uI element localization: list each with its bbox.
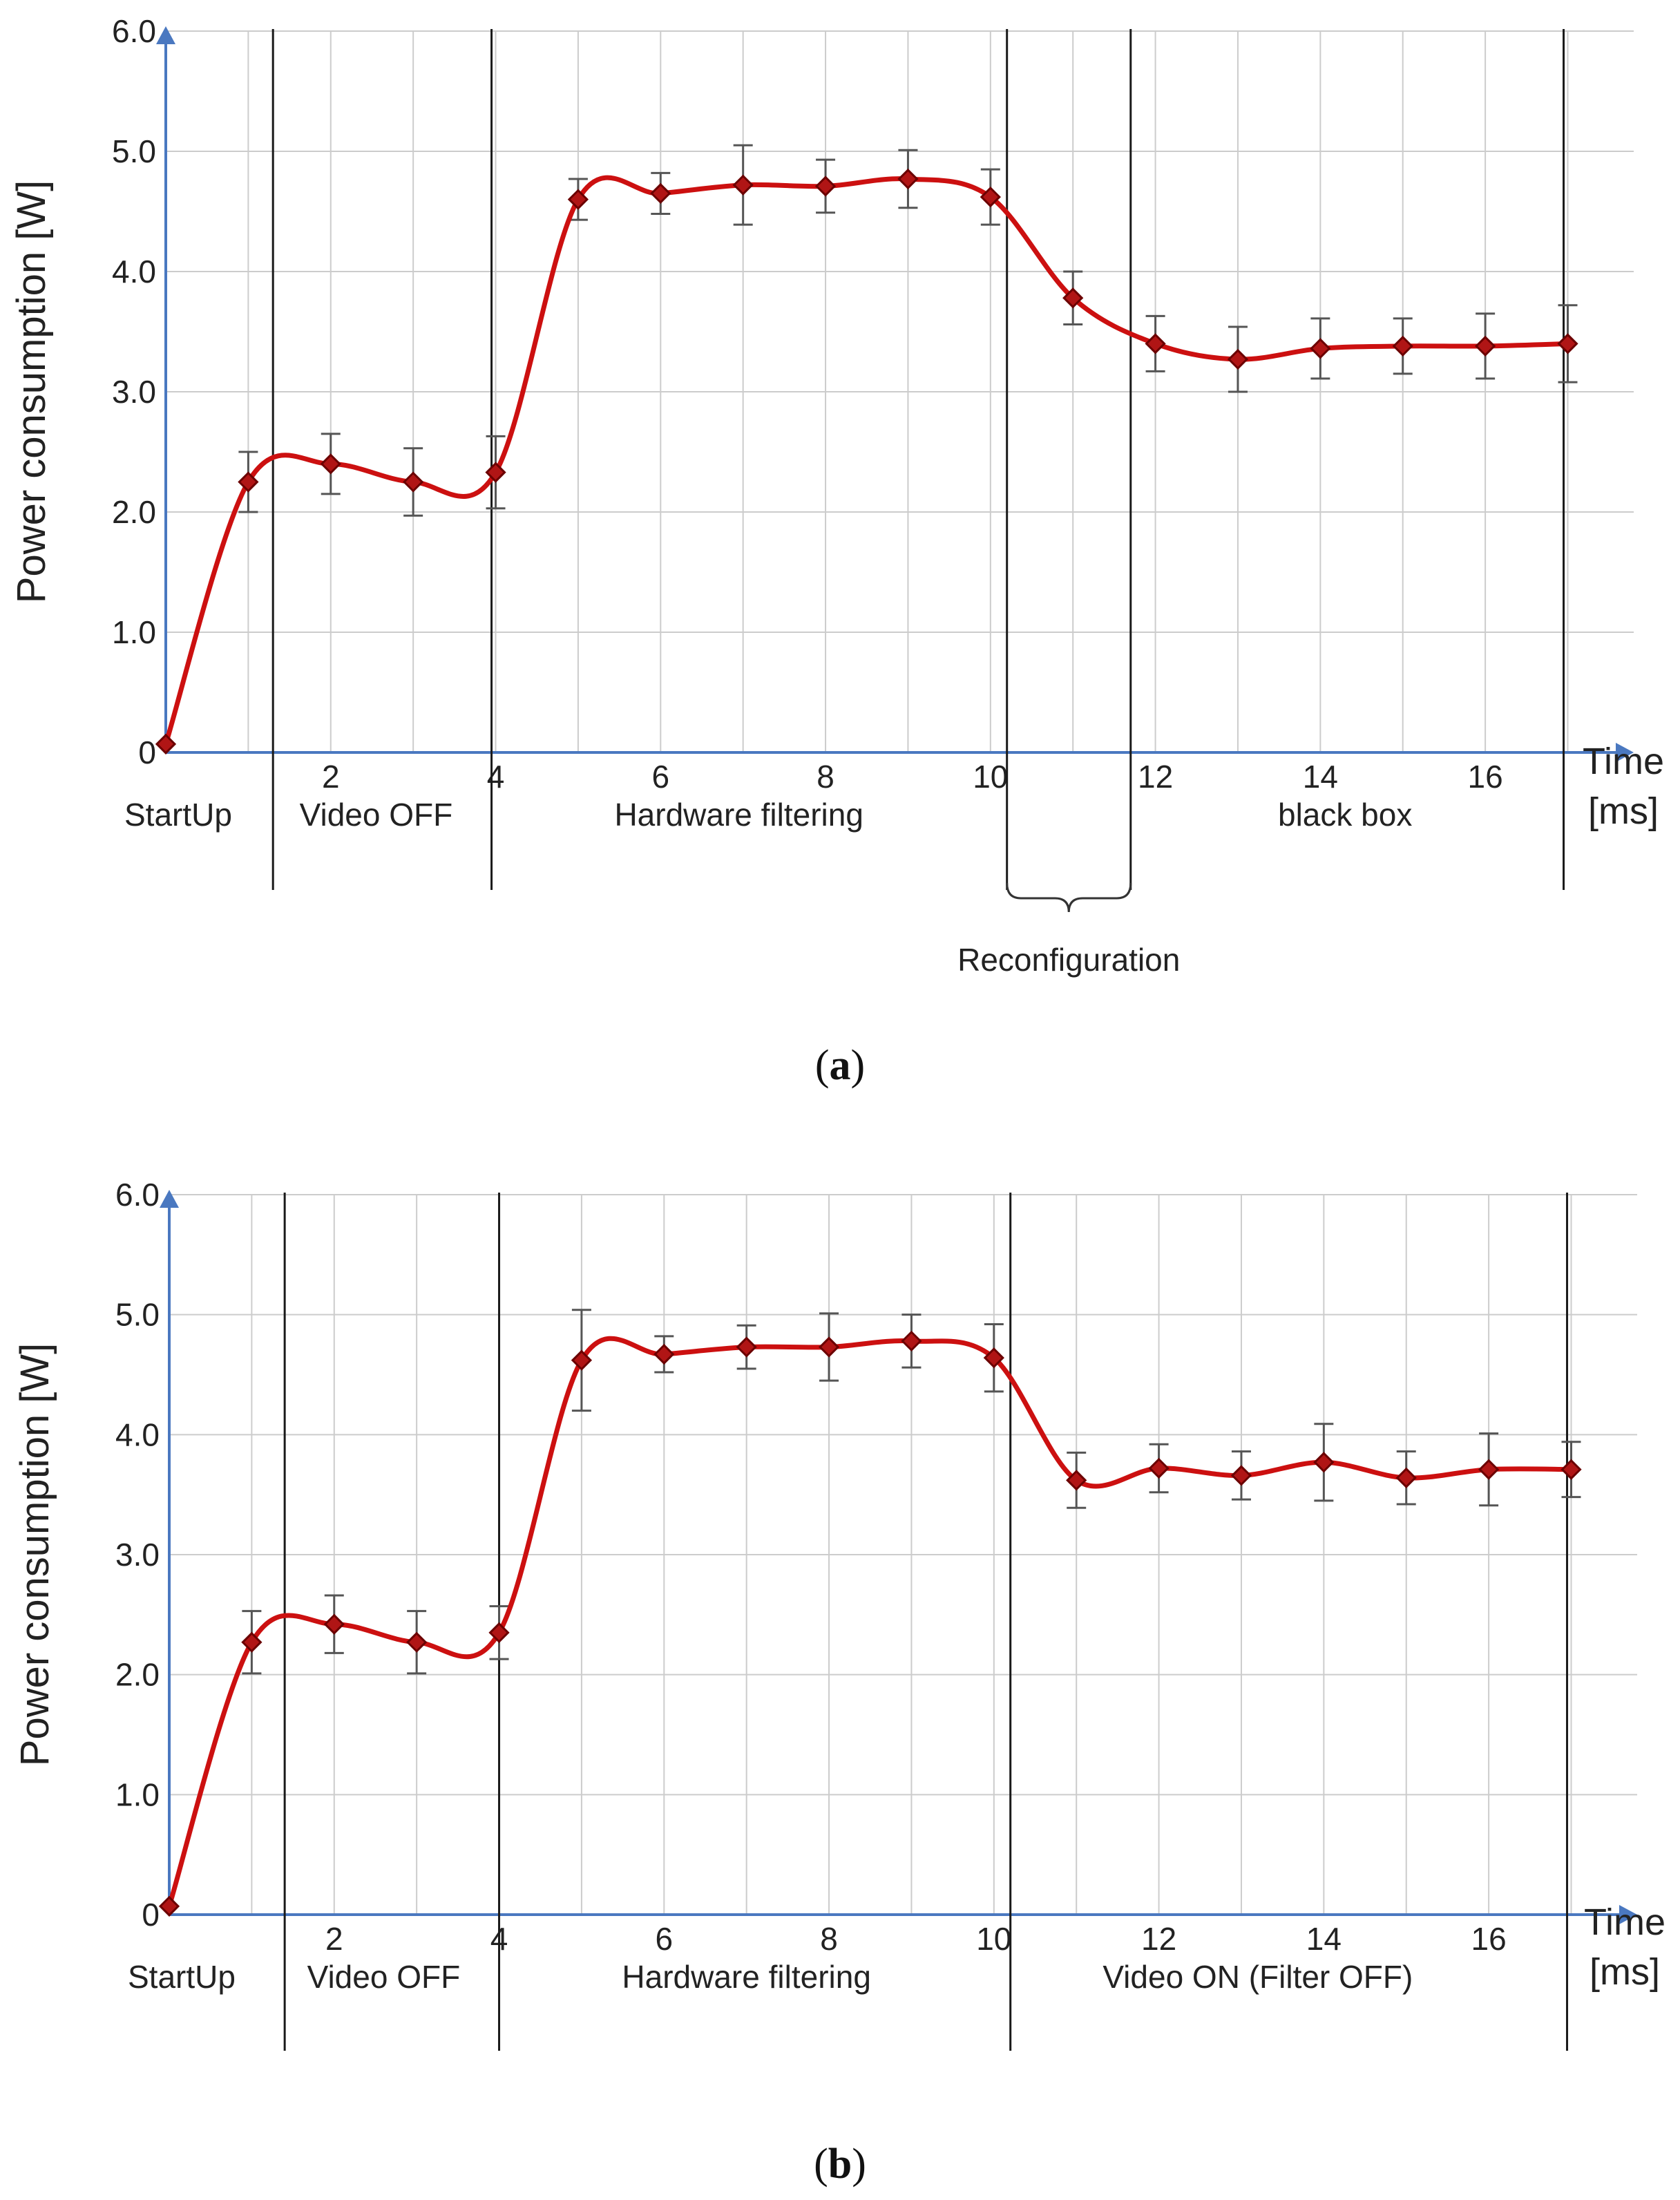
chart-a: 0 1.0 2.0 3.0 4.0 5.0 6.0 2 4 6 8 10 12 14 16 Power con…	[9, 13, 1664, 978]
x-tick-label: 16	[1468, 759, 1503, 795]
data-point	[1227, 348, 1249, 370]
data-point	[1474, 335, 1496, 357]
x-axis-arrow	[1619, 1905, 1637, 1924]
data-point	[1066, 1470, 1087, 1491]
data-point	[241, 1631, 262, 1653]
phase-label: StartUp	[128, 1959, 236, 1995]
x-axis-unit: [ms]	[1590, 1951, 1660, 1993]
caption-a: (a)	[815, 1042, 865, 1089]
data-point	[980, 186, 1001, 208]
data-point	[1230, 1465, 1252, 1486]
x-tick-label: 16	[1471, 1921, 1507, 1957]
y-axis-arrow	[156, 26, 175, 44]
data-point	[485, 462, 506, 483]
phase-label: Video OFF	[307, 1959, 461, 1995]
x-tick-label: 14	[1303, 759, 1338, 795]
phase-label: Hardware filtering	[614, 797, 863, 833]
x-tick-label: 8	[820, 1921, 838, 1957]
x-axis-title: Time	[1584, 1902, 1665, 1943]
data-point	[983, 1347, 1004, 1369]
y-tick-label: 6.0	[115, 1177, 160, 1213]
y-tick-label: 3.0	[112, 374, 156, 410]
y-tick-label: 2.0	[112, 494, 156, 530]
data-point	[1392, 335, 1413, 357]
data-point	[320, 453, 341, 475]
y-axis-title: Power consumption [W]	[9, 180, 54, 603]
data-point	[1145, 333, 1166, 354]
y-axis-arrow	[160, 1190, 179, 1208]
y-tick-label: 5.0	[112, 133, 156, 169]
data-point	[650, 182, 671, 205]
y-tick-label: 2.0	[115, 1657, 160, 1693]
x-axis-arrow	[1616, 743, 1634, 762]
data-point	[567, 189, 589, 210]
caption-b: (b)	[814, 2141, 866, 2188]
x-tick-label: 10	[973, 759, 1008, 795]
data-point	[1557, 333, 1578, 354]
grid	[169, 1194, 1637, 1915]
x-axis-unit: [ms]	[1588, 790, 1659, 832]
y-tick-label: 4.0	[115, 1416, 160, 1452]
data-point	[901, 1330, 922, 1352]
data-point	[406, 1631, 428, 1653]
x-tick-label: 2	[325, 1921, 343, 1957]
phase-label: Video ON (Filter OFF)	[1102, 1959, 1413, 1995]
data-point	[897, 168, 919, 190]
data-point	[732, 174, 754, 196]
grid	[166, 30, 1634, 752]
y-tick-label: 4.0	[112, 254, 156, 290]
data-point	[158, 1895, 180, 1917]
data-point	[488, 1622, 510, 1644]
data-point	[1560, 1459, 1582, 1480]
y-tick-label: 3.0	[115, 1537, 160, 1573]
y-axis-title: Power consumption [W]	[12, 1343, 57, 1766]
x-tick-label: 2	[322, 759, 340, 795]
data-point	[1478, 1459, 1500, 1480]
y-tick-label: 6.0	[112, 13, 156, 49]
data-point	[1395, 1467, 1417, 1488]
data-point	[1062, 287, 1084, 309]
x-tick-label: 10	[976, 1921, 1011, 1957]
x-tick-label: 14	[1306, 1921, 1342, 1957]
x-axis-title: Time	[1583, 741, 1664, 782]
data-point	[1310, 338, 1331, 359]
phase-label: Video OFF	[300, 797, 453, 833]
x-tick-label: 6	[655, 1921, 673, 1957]
y-tick-label: 0	[142, 1897, 160, 1933]
phase-label: StartUp	[124, 797, 232, 833]
x-tick-label: 12	[1141, 1921, 1176, 1957]
phase-label: black box	[1278, 797, 1412, 833]
data-point	[403, 471, 424, 493]
data-point	[1148, 1457, 1170, 1479]
data-point	[818, 1336, 840, 1358]
error-bars	[238, 144, 1578, 517]
data-point	[653, 1343, 675, 1365]
series-line	[166, 1336, 1574, 1909]
x-tick-label: 8	[817, 759, 834, 795]
data-point	[814, 176, 837, 197]
y-tick-label: 5.0	[115, 1297, 160, 1333]
series-line	[163, 175, 1570, 747]
x-tick-label: 4	[487, 759, 505, 795]
data-point	[323, 1613, 345, 1635]
data-point	[155, 733, 177, 755]
data-point	[1313, 1452, 1335, 1473]
y-tick-label: 0	[138, 734, 156, 770]
x-tick-label: 12	[1138, 759, 1173, 795]
reconfiguration-bracket	[1006, 882, 1132, 913]
y-tick-label: 1.0	[115, 1776, 160, 1812]
phase-label: Hardware filtering	[622, 1959, 870, 1995]
data-point	[238, 471, 259, 493]
x-tick-label: 6	[651, 759, 669, 795]
data-point	[736, 1336, 757, 1358]
data-point	[571, 1349, 593, 1371]
reconfiguration-label: Reconfiguration	[957, 942, 1180, 978]
y-tick-label: 1.0	[112, 614, 156, 650]
